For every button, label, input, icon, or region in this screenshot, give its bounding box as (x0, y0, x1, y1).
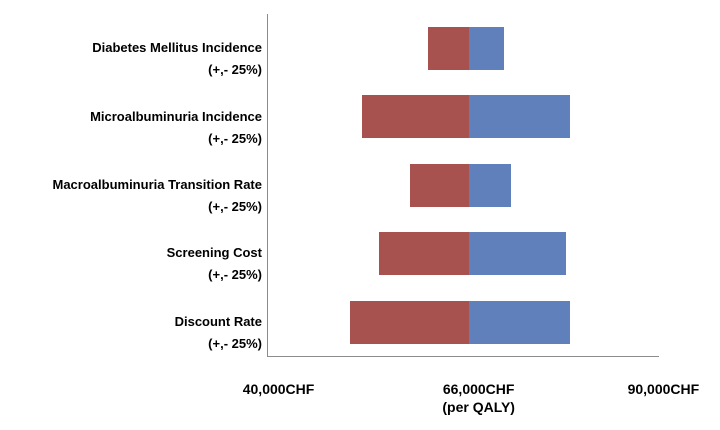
category-label: Diabetes Mellitus Incidence (+,- 25%) (0, 25, 262, 93)
x-axis-tick-label: 40,000CHF (242, 381, 315, 397)
category-label: Microalbuminuria Incidence (+,- 25%) (0, 93, 262, 161)
bar-segment-low (409, 163, 469, 207)
category-label-line1: Diabetes Mellitus Incidence (92, 40, 262, 56)
bar-segment-low (350, 300, 469, 344)
bar-segment-high (468, 27, 505, 70)
x-axis-tick: 40,000CHF (243, 380, 315, 398)
category-label: Screening Cost (+,- 25%) (0, 230, 262, 298)
category-label-line1: Screening Cost (166, 245, 262, 261)
x-axis-tick-label: 66,000CHF (442, 381, 515, 397)
tornado-bar (428, 27, 505, 70)
tornado-bar (350, 300, 570, 344)
category-label-line1: Discount Rate (174, 313, 262, 329)
category-labels: Diabetes Mellitus Incidence (+,- 25%) Micr… (0, 14, 263, 356)
x-axis-tick-label: 90,000CHF (627, 381, 700, 397)
x-axis-tick-sublabel: (per QALY) (442, 399, 515, 415)
bar-segment-high (468, 300, 570, 344)
bar-segment-high (468, 232, 566, 276)
category-label-line2: (+,- 25%) (208, 335, 262, 351)
category-label-line2: (+,- 25%) (208, 267, 262, 283)
bar-segment-low (378, 232, 469, 276)
bar-segment-high (468, 95, 570, 139)
category-label-line1: Macroalbuminuria Transition Rate (52, 177, 263, 193)
category-label-line2: (+,- 25%) (208, 62, 262, 78)
category-label: Macroalbuminuria Transition Rate (+,- 25%… (0, 162, 263, 230)
category-label-line2: (+,- 25%) (208, 130, 262, 146)
category-label-line2: (+,- 25%) (208, 199, 262, 215)
category-label-line1: Microalbuminuria Incidence (90, 108, 262, 124)
x-axis-tick: 66,000CHF (per QALY) (442, 380, 515, 416)
x-axis-tick: 90,000CHF (628, 380, 700, 398)
bar-segment-low (428, 27, 469, 70)
bar-segment-high (468, 163, 512, 207)
tornado-bar (409, 163, 512, 207)
bar-segment-low (361, 95, 469, 139)
x-axis-ticks: 40,000CHF 66,000CHF (per QALY) 90,000CHF (243, 380, 699, 420)
plot-area (267, 14, 659, 357)
tornado-bar (378, 232, 566, 276)
tornado-bar (361, 95, 570, 139)
category-label: Discount Rate (+,- 25%) (0, 299, 262, 367)
